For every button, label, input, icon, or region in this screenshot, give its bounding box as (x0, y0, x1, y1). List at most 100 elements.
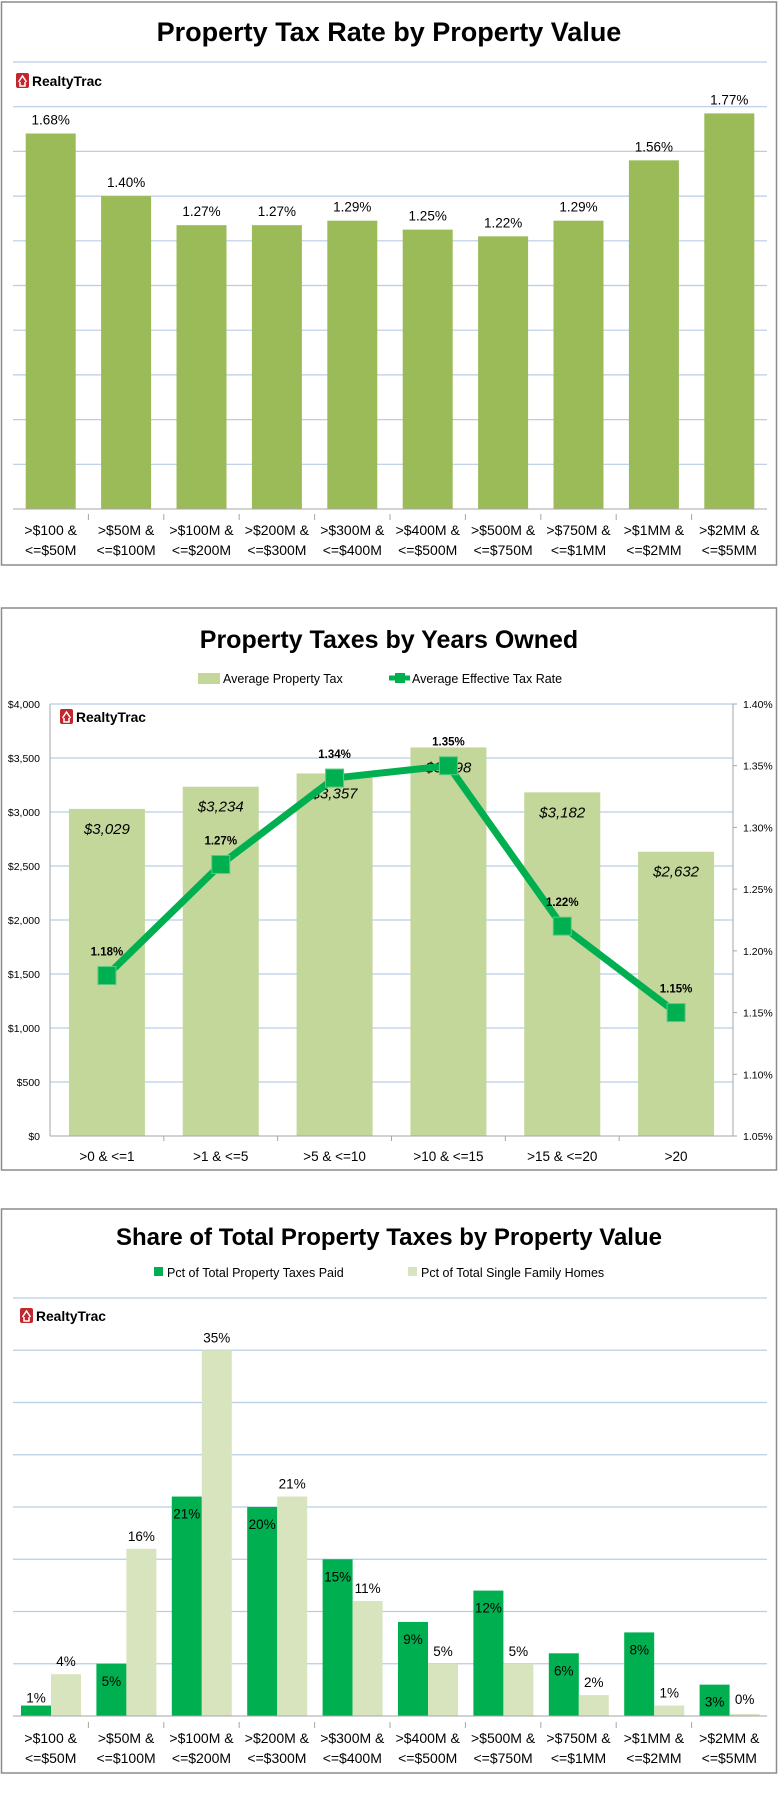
data-label: 1% (659, 1686, 679, 1701)
bar-taxes-paid (247, 1507, 278, 1716)
legend: Pct of Total Property Taxes Paid Pct of T… (154, 1266, 604, 1280)
y-right-tick-label: 1.15% (743, 1008, 773, 1020)
data-label: 5% (102, 1674, 122, 1689)
logo-text: RealtyTrac (36, 1308, 106, 1324)
bar (327, 220, 378, 509)
data-label: 2% (584, 1675, 604, 1690)
chart-title: Property Tax Rate by Property Value (157, 17, 622, 47)
x-tick-label-line: >$200M & (245, 1730, 310, 1746)
y-right-tick-label: 1.35% (743, 761, 773, 773)
x-tick-label: >$100 & <=$50M (24, 1730, 77, 1766)
x-tick-label-line: <=$300M (247, 542, 306, 558)
bar-taxes-paid (473, 1590, 504, 1716)
bar-taxes-paid (171, 1496, 202, 1716)
x-tick-label: >$100M & <=$200M (169, 1730, 234, 1766)
data-label: 3% (705, 1695, 725, 1710)
line-marker (666, 1003, 686, 1023)
data-label: 4% (56, 1654, 76, 1669)
line-data-label: 1.34% (318, 749, 351, 761)
legend-swatch (408, 1267, 417, 1276)
realtytrac-logo: RealtyTrac (60, 709, 146, 725)
line-data-label: 1.15% (660, 984, 693, 996)
x-tick-label: >$100 & <=$50M (24, 522, 77, 558)
data-label: 1.22% (484, 215, 522, 230)
x-tick-label-line: <=$300M (247, 1750, 306, 1766)
bar (251, 225, 302, 509)
x-tick-label-line: >$50M & (98, 522, 155, 538)
data-label: 1.68% (32, 113, 70, 128)
x-tick-label-line: <=$750M (474, 542, 533, 558)
bar-data-label: $2,632 (652, 864, 700, 881)
logo-text: RealtyTrac (76, 709, 146, 725)
bar-single-family-homes (201, 1350, 232, 1716)
line-data-label: 1.22% (546, 897, 579, 909)
line-data-label: 1.18% (91, 947, 124, 959)
x-tick-label-line: <=$50M (25, 542, 76, 558)
x-tick-label-line: <=$2MM (626, 1750, 681, 1766)
x-tick-label: >5 & <=10 (303, 1149, 366, 1164)
x-tick-label: >0 & <=1 (79, 1149, 134, 1164)
x-tick-label-line: <=$200M (172, 1750, 231, 1766)
x-tick-label-line: <=$400M (323, 1750, 382, 1766)
x-tick-label: >$1MM & <=$2MM (624, 1730, 685, 1766)
bar-taxes-paid (96, 1663, 127, 1716)
x-tick-label-line: >$100M & (169, 522, 234, 538)
x-tick-label-line: <=$1MM (551, 1750, 606, 1766)
x-tick-label: >20 (665, 1149, 688, 1164)
x-tick-label: >$750M & <=$1MM (546, 1730, 611, 1766)
line-marker (211, 854, 231, 874)
bar-taxes-paid (548, 1653, 579, 1716)
y-right-tick-label: 1.30% (743, 822, 773, 834)
bar-single-family-homes (126, 1548, 157, 1716)
bar (176, 225, 227, 509)
legend-swatch-marker (395, 673, 405, 683)
data-label: 21% (173, 1507, 200, 1522)
y-left-tick-label: $4,000 (8, 699, 40, 711)
y-left-tick-label: $500 (17, 1077, 41, 1089)
x-tick-label-line: >$750M & (546, 1730, 611, 1746)
bar-data-label: $3,182 (538, 804, 586, 821)
bar-single-family-homes (503, 1663, 534, 1716)
legend-label: Average Effective Tax Rate (412, 672, 562, 686)
x-tick-label: >10 & <=15 (413, 1149, 483, 1164)
data-label: 1.29% (559, 200, 597, 215)
x-tick-label: >$2MM & <=$5MM (699, 522, 760, 558)
bar-data-label: $3,234 (197, 799, 244, 816)
x-tick-label-line: <=$100M (97, 1750, 156, 1766)
data-label: 1.40% (107, 175, 145, 190)
x-tick-label: >$400M & <=$500M (396, 1730, 461, 1766)
data-label: 9% (403, 1632, 423, 1647)
bar-single-family-homes (428, 1663, 458, 1716)
data-label: 20% (249, 1517, 276, 1532)
x-tick-label: >$200M & <=$300M (245, 1730, 310, 1766)
y-left-tick-label: $3,000 (8, 807, 40, 819)
bar (101, 196, 152, 509)
x-tick-label-line: >$400M & (396, 522, 461, 538)
y-right-tick-label: 1.05% (743, 1131, 773, 1143)
data-label: 1.27% (258, 204, 296, 219)
x-tick-label-line: >$500M & (471, 1730, 536, 1746)
legend-label: Pct of Total Property Taxes Paid (167, 1266, 344, 1280)
x-tick-label-line: <=$100M (97, 542, 156, 558)
legend-swatch (154, 1267, 163, 1276)
x-tick-label-line: >$1MM & (624, 522, 685, 538)
bar-single-family-homes (729, 1714, 760, 1716)
x-tick-label: >$100M & <=$200M (169, 522, 234, 558)
data-label: 21% (279, 1477, 306, 1492)
x-tick-label: >$2MM & <=$5MM (699, 1730, 760, 1766)
data-label: 1.29% (333, 200, 371, 215)
data-label: 5% (509, 1644, 529, 1659)
x-tick-label: >$500M & <=$750M (471, 1730, 536, 1766)
x-tick-label-line: >$400M & (396, 1730, 461, 1746)
bar (478, 236, 529, 509)
x-tick-label: >$300M & <=$400M (320, 1730, 385, 1766)
y-left-tick-label: $1,500 (8, 969, 40, 981)
data-label: 1.56% (635, 139, 673, 154)
x-tick-label: >$400M & <=$500M (396, 522, 461, 558)
x-tick-label-line: >$1MM & (624, 1730, 685, 1746)
legend: Average Property Tax Average Effective Ta… (198, 672, 562, 686)
x-tick-label-line: <=$2MM (626, 542, 681, 558)
bar-single-family-homes (578, 1695, 609, 1716)
chart-share-of-total-taxes: Share of Total Property Taxes by Propert… (0, 1208, 778, 1774)
bar-taxes-paid (398, 1621, 428, 1716)
